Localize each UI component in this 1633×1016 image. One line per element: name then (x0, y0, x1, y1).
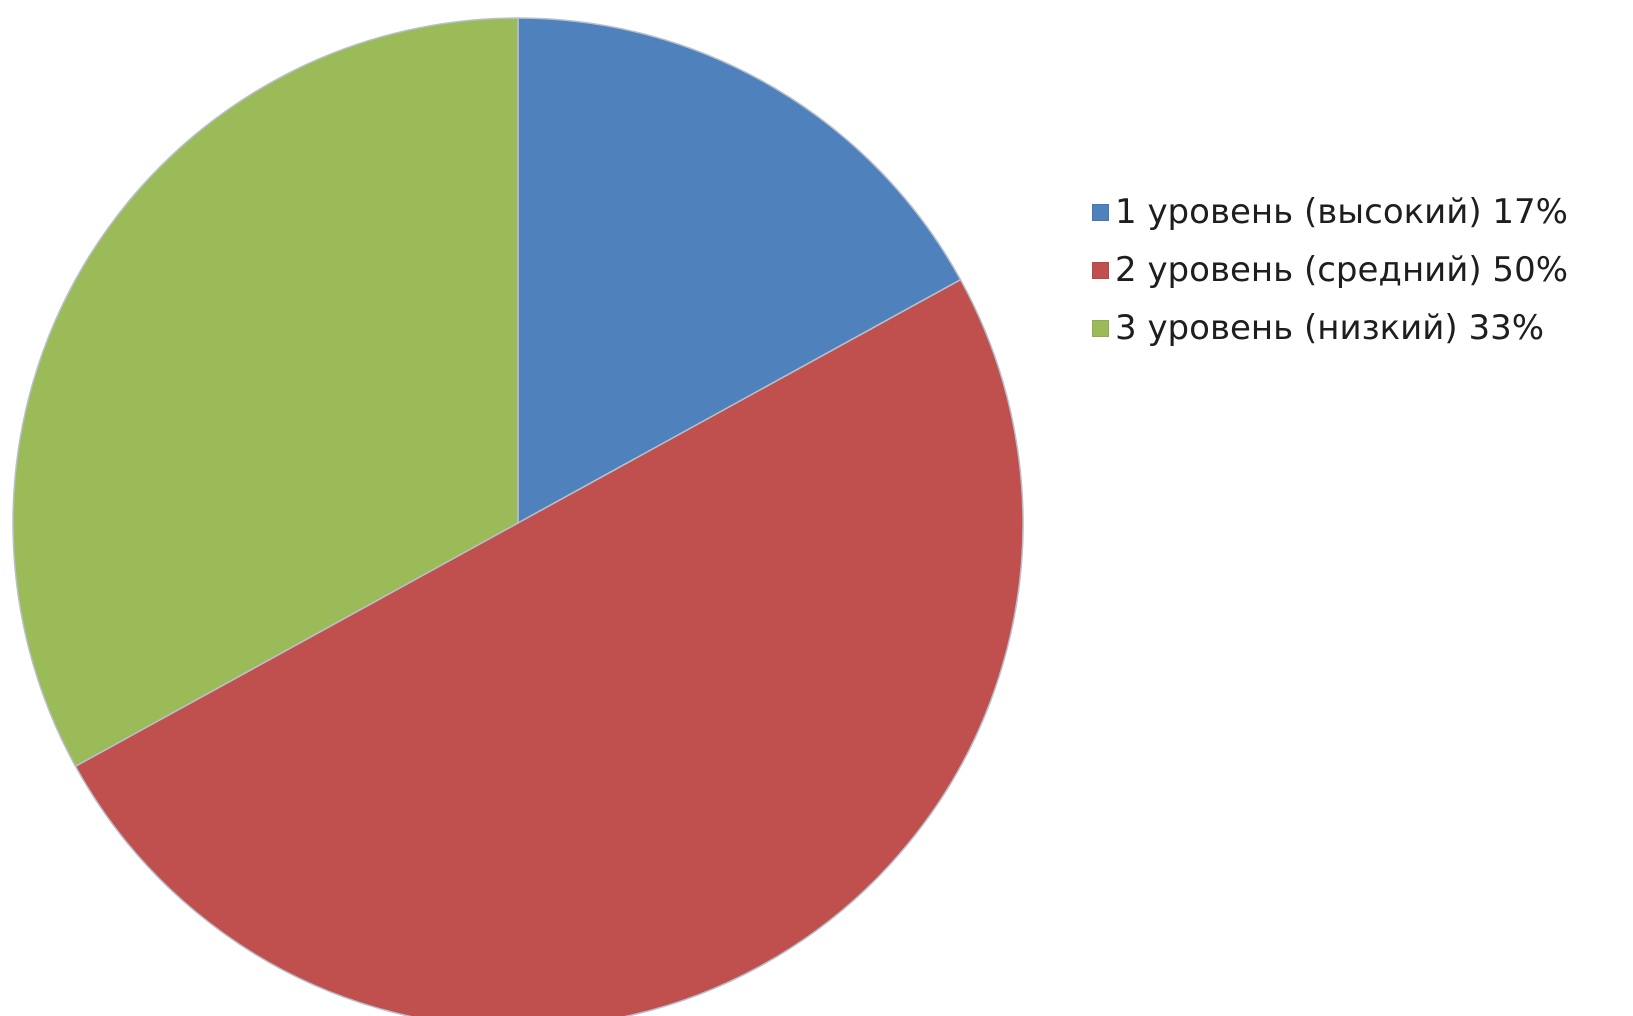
legend: 1 уровень (высокий) 17% 2 уровень (средн… (1092, 183, 1632, 357)
legend-item-3: 3 уровень (низкий) 33% (1092, 299, 1632, 357)
legend-swatch-1 (1092, 203, 1109, 221)
pie-slices (12, 17, 1024, 1016)
legend-label-3: 3 уровень (низкий) 33% (1115, 308, 1545, 348)
legend-label-2: 2 уровень (средний) 50% (1115, 250, 1569, 290)
legend-swatch-3 (1092, 319, 1109, 337)
pie-slice-1 (517, 17, 962, 525)
pie-slice-3 (12, 17, 519, 768)
pie-plot (12, 17, 1024, 1016)
legend-item-2: 2 уровень (средний) 50% (1092, 241, 1632, 299)
legend-label-1: 1 уровень (высокий) 17% (1115, 192, 1568, 232)
pie-slice-2 (74, 278, 1024, 1016)
legend-item-1: 1 уровень (высокий) 17% (1092, 183, 1632, 241)
legend-swatch-2 (1092, 261, 1109, 279)
